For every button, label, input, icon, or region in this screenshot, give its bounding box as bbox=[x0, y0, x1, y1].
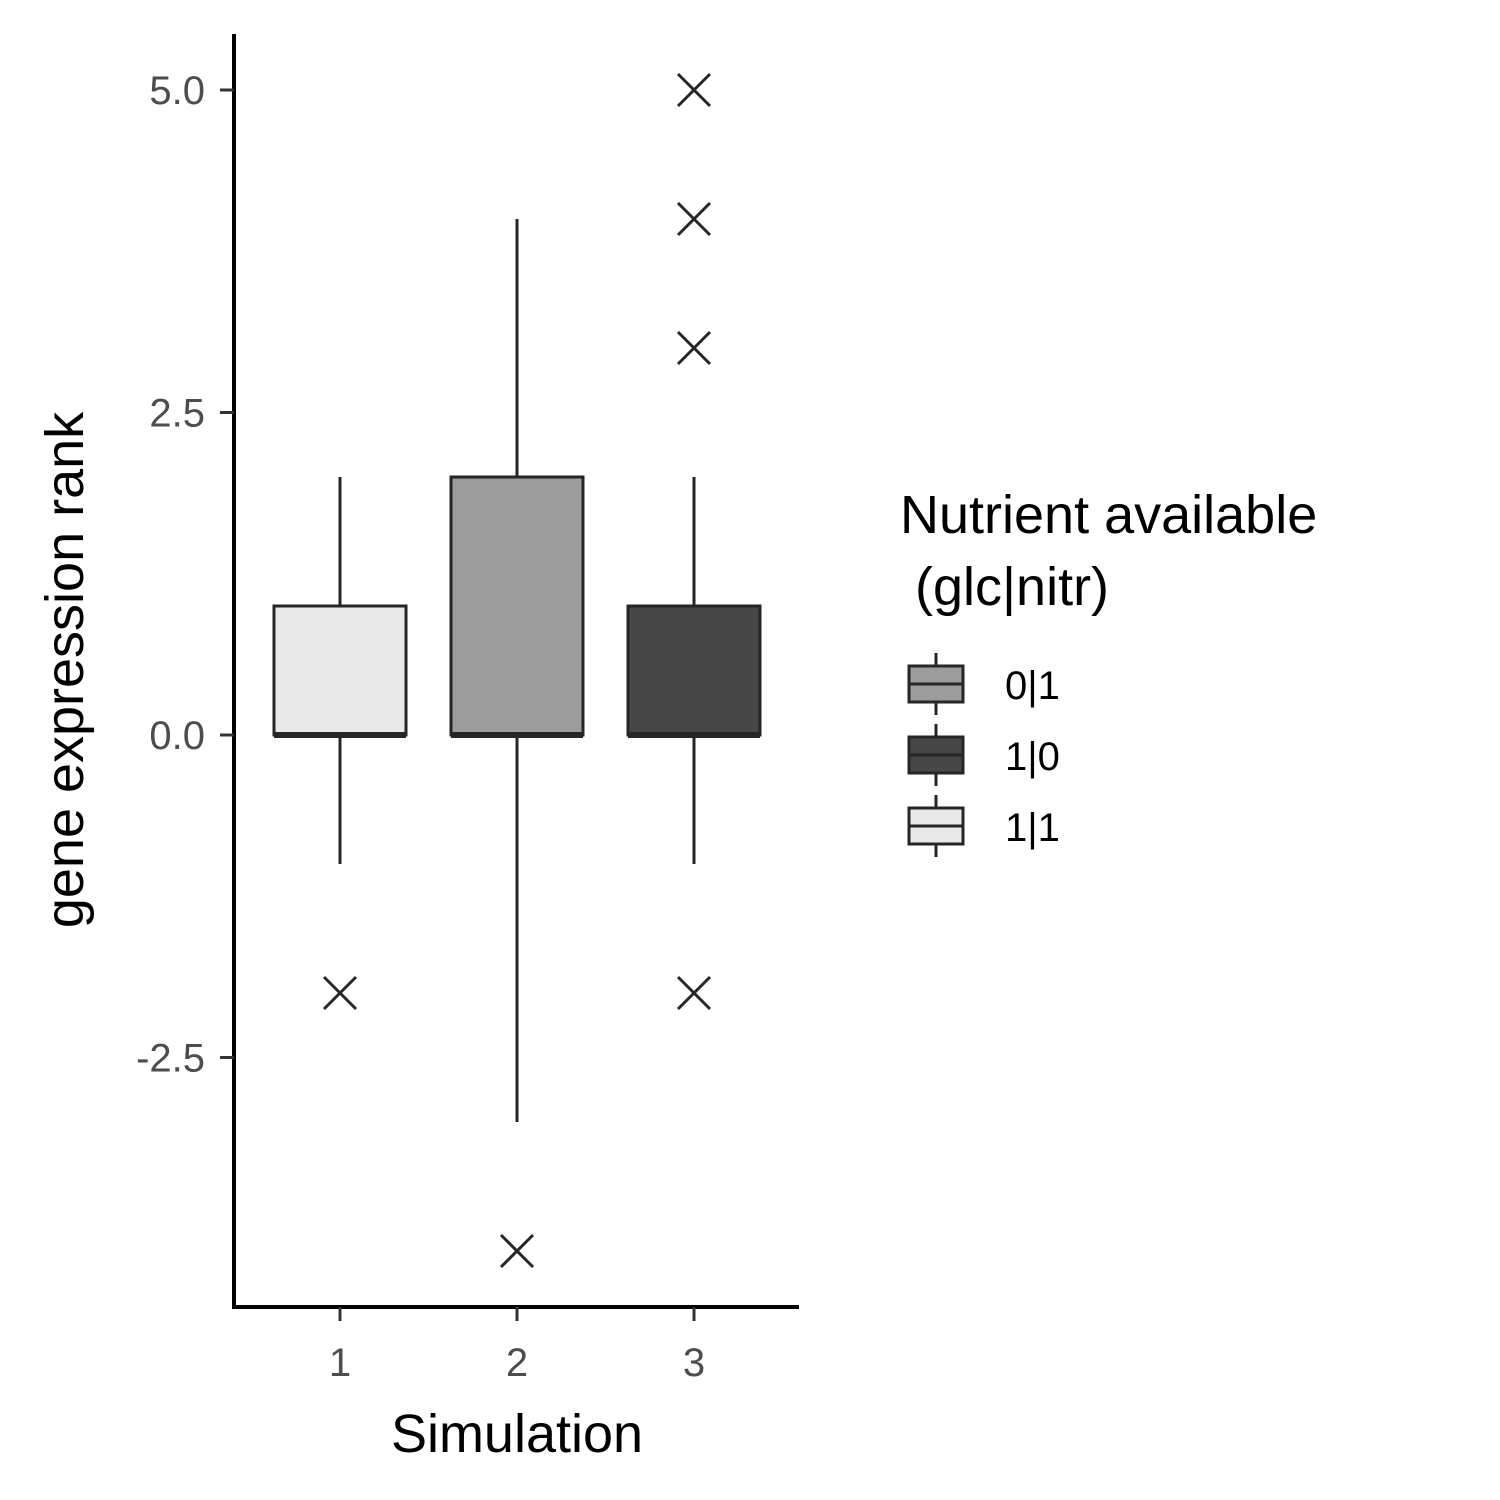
outlier-point bbox=[676, 201, 712, 237]
plot-area bbox=[272, 72, 762, 1269]
box-simulation-3 bbox=[626, 72, 762, 1011]
y-tick-label: -2.5 bbox=[136, 1037, 205, 1081]
y-tick-label: 5.0 bbox=[149, 69, 205, 113]
box-body bbox=[626, 604, 762, 737]
x-tick-label: 3 bbox=[683, 1341, 705, 1385]
y-axis-ticks: -2.5 0.0 2.5 5.0 bbox=[136, 69, 234, 1081]
legend-keys: 0|1 1|0 1|1 bbox=[907, 653, 1060, 857]
outlier-point bbox=[676, 330, 712, 366]
x-tick-label: 2 bbox=[506, 1341, 528, 1385]
box-simulation-1 bbox=[272, 477, 408, 1011]
x-tick-label: 1 bbox=[329, 1341, 351, 1385]
box-body bbox=[449, 475, 585, 737]
y-tick-label: 0.0 bbox=[149, 714, 205, 758]
legend-label: 1|1 bbox=[1005, 806, 1060, 850]
y-axis-title: gene expression rank bbox=[35, 411, 95, 928]
legend-title-line2: (glc|nitr) bbox=[900, 557, 1109, 617]
legend-item: 1|0 bbox=[907, 724, 1060, 786]
outlier-point bbox=[676, 975, 712, 1011]
box-simulation-2 bbox=[449, 219, 585, 1269]
x-axis-ticks: 1 2 3 bbox=[329, 1307, 705, 1385]
box-body bbox=[272, 604, 408, 737]
legend-label: 0|1 bbox=[1005, 664, 1060, 708]
outlier-point bbox=[676, 72, 712, 108]
outlier-point bbox=[499, 1233, 535, 1269]
legend-item: 0|1 bbox=[907, 653, 1060, 715]
x-axis-title: Simulation bbox=[391, 1404, 643, 1464]
legend-label: 1|0 bbox=[1005, 735, 1060, 779]
y-tick-label: 2.5 bbox=[149, 392, 205, 436]
legend-item: 1|1 bbox=[907, 795, 1060, 857]
outlier-point bbox=[322, 975, 358, 1011]
legend-title-line1: Nutrient available bbox=[900, 485, 1317, 545]
legend: Nutrient available (glc|nitr) 0|1 1|0 1|1 bbox=[900, 485, 1317, 857]
